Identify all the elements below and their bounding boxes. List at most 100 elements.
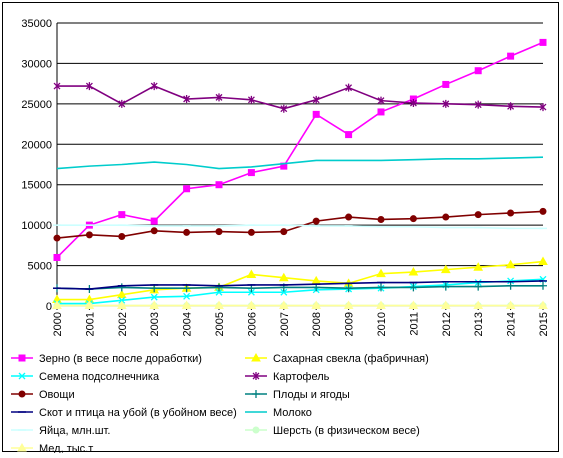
data-point [118, 99, 126, 108]
series-line [56, 284, 543, 290]
data-point [118, 232, 126, 240]
legend-item: Овощи [11, 389, 75, 401]
data-point [344, 284, 353, 293]
data-point [215, 283, 223, 292]
legend-label: Овощи [39, 389, 75, 401]
data-point [278, 300, 289, 310]
data-point [377, 108, 385, 116]
data-point [473, 262, 484, 271]
legend-label: Картофель [273, 371, 330, 383]
data-point [117, 283, 126, 292]
data-point [539, 207, 547, 215]
data-point [150, 293, 158, 301]
data-point [251, 352, 261, 362]
data-point [150, 82, 158, 91]
x-tick-label: 2013 [473, 312, 485, 336]
y-tick-label: 15000 [21, 180, 52, 192]
data-point [442, 80, 450, 88]
legend-label: Плоды и ягоды [273, 389, 350, 401]
y-tick-labels: 0 5000 10000 15000 20000 25000 30000 35000 [21, 18, 52, 313]
data-point [150, 217, 158, 225]
series-line [56, 210, 544, 239]
x-tick-label: 2007 [279, 312, 291, 336]
data-point [246, 269, 257, 278]
data-point [85, 82, 93, 91]
data-point [52, 300, 62, 310]
data-point [116, 289, 127, 299]
data-point [118, 296, 126, 304]
series-line [57, 278, 544, 305]
series-3 [53, 82, 547, 113]
data-point [215, 93, 223, 102]
data-point [440, 264, 451, 274]
chart-frame: 0 5000 10000 15000 20000 25000 30000 35000 2000… [2, 2, 559, 455]
data-point [215, 288, 223, 296]
data-point [409, 215, 417, 223]
y-tick-label: 10000 [21, 220, 52, 232]
data-point [17, 442, 27, 452]
legend-item: Мед, тыс.т [11, 442, 93, 455]
series-line [57, 85, 544, 110]
series-line [56, 280, 544, 290]
data-point [183, 292, 191, 300]
legend-item: Молоко [245, 407, 312, 419]
data-point [474, 211, 482, 219]
series-1 [52, 256, 548, 304]
data-point [408, 300, 419, 310]
data-point [312, 110, 320, 118]
axes [56, 23, 544, 310]
data-point [53, 234, 61, 242]
data-point [507, 277, 515, 285]
data-point [53, 82, 61, 91]
data-point [539, 103, 547, 112]
data-point [311, 300, 322, 310]
x-tick-label: 2004 [182, 312, 194, 336]
legend-item: Шерсть (в физическом весе) [245, 425, 420, 437]
series-7 [56, 156, 544, 170]
series-8 [53, 224, 547, 230]
data-point [442, 99, 450, 108]
data-point [85, 231, 93, 239]
x-tick-label: 2003 [149, 312, 161, 336]
data-point [507, 209, 515, 217]
data-point [345, 213, 353, 221]
data-point [280, 104, 288, 113]
data-point [473, 300, 484, 310]
data-point [247, 228, 255, 236]
y-tick-label: 35000 [21, 18, 52, 30]
x-tick-label: 2014 [506, 312, 518, 336]
x-tick-labels: 2000 2001 2002 2003 2004 2005 2006 2007 2008 2009… [52, 312, 550, 336]
y-tick-label: 5000 [28, 261, 52, 273]
y-tick-label: 20000 [21, 139, 52, 151]
data-point [252, 372, 260, 380]
data-point [376, 268, 386, 278]
data-point [474, 282, 483, 291]
data-point [538, 300, 548, 310]
data-point [505, 259, 516, 269]
series-6 [53, 280, 547, 290]
legend: Зерно (в весе после доработки) Сахарная с… [11, 352, 429, 455]
data-point [441, 282, 450, 291]
x-tick-label: 2012 [441, 312, 453, 336]
data-point [116, 300, 127, 310]
x-tick-label: 2002 [117, 312, 129, 336]
series-line [56, 156, 544, 170]
data-point [149, 300, 160, 310]
legend-item: Скот и птица на убой (в убойном весе) [11, 407, 237, 419]
data-point [215, 181, 223, 189]
data-point [345, 131, 353, 139]
x-tick-label: 2006 [246, 312, 258, 336]
data-point [118, 211, 126, 219]
data-point [442, 213, 450, 221]
data-point [408, 267, 419, 276]
series-line [57, 224, 543, 230]
legend-label: Яйца, млн.шт. [39, 425, 110, 437]
data-point [18, 372, 26, 380]
data-point [539, 281, 547, 290]
line-chart: 0 5000 10000 15000 20000 25000 30000 35000 2000… [11, 18, 550, 455]
data-point [474, 279, 482, 287]
data-point [377, 215, 385, 223]
data-point [376, 300, 386, 310]
series-2 [53, 275, 547, 308]
legend-item: Зерно (в весе после доработки) [11, 353, 202, 365]
